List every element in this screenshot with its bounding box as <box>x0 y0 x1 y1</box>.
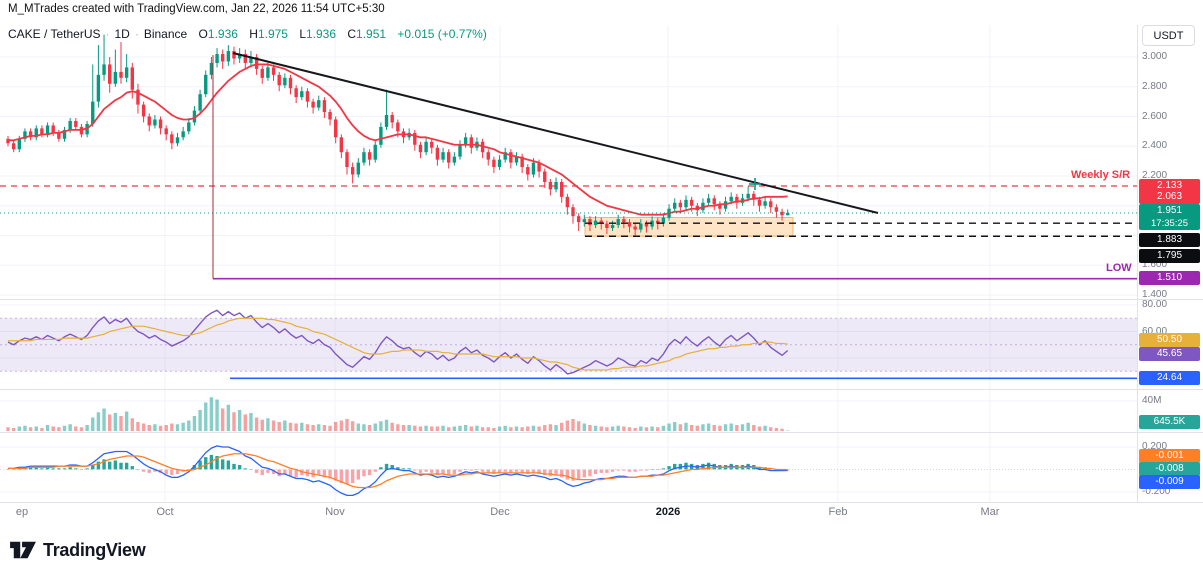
axis-badge-last-price: 1.951 17:35:25 <box>1139 204 1200 230</box>
axis-tick-40M: 40M <box>1142 395 1162 406</box>
time-label-Nov: Nov <box>325 506 345 518</box>
axis-tick--0.200: -0.200 <box>1142 486 1171 497</box>
axis-tick-60.00: 60.00 <box>1142 325 1168 337</box>
tradingview-logo-icon <box>10 541 36 559</box>
exchange-label: Binance <box>143 27 188 41</box>
axis-badge-macd-hist: -0.008 <box>1139 462 1200 476</box>
open-label: O <box>198 27 208 41</box>
axis-badge-rsi-ma: 50.50 <box>1139 333 1200 347</box>
volume-bars <box>6 397 790 431</box>
axis-badge-weekly-sr: 2.133 <box>1139 179 1200 193</box>
time-label-Feb: Feb <box>828 506 848 518</box>
legend-separator: · <box>105 27 110 41</box>
time-label-Mar: Mar <box>980 506 1000 518</box>
candlesticks[interactable] <box>6 34 790 236</box>
red-ma-line <box>8 63 788 216</box>
close-value: 1.951 <box>356 27 387 41</box>
axis-tick-80.00: 80.00 <box>1142 299 1168 310</box>
currency-toggle-button[interactable]: USDT <box>1142 25 1195 46</box>
low-label: L <box>299 27 306 41</box>
tradingview-brand-text: TradingView <box>43 539 146 560</box>
axis-badge-level-1795: 1.795 <box>1139 249 1200 263</box>
macd-histogram <box>6 454 790 485</box>
symbol-title[interactable]: CAKE / TetherUS <box>8 27 101 41</box>
legend-separator: · <box>134 27 139 41</box>
descending-trendline[interactable] <box>232 52 879 214</box>
low-value: 1.936 <box>306 27 337 41</box>
time-label-2026: 2026 <box>655 506 681 518</box>
rsi-ma-line <box>8 317 788 371</box>
close-label: C <box>347 27 357 41</box>
high-label: H <box>249 27 258 41</box>
axis-tick-2.600: 2.600 <box>1142 110 1168 122</box>
demand-zone <box>584 217 794 237</box>
axis-tick-0.200: 0.200 <box>1142 441 1168 452</box>
interval-label[interactable]: 1D <box>114 27 130 41</box>
rsi-band <box>0 317 1137 372</box>
time-label-ep: ep <box>15 506 29 518</box>
pane-separators <box>0 25 1203 503</box>
macd-signal-line <box>8 453 788 489</box>
axis-badge-rsi: 45.65 <box>1139 347 1200 361</box>
time-label-Oct: Oct <box>156 506 174 518</box>
axis-badge-macd-signal: -0.001 <box>1139 449 1200 463</box>
axis-badge-macd-line: -0.009 <box>1139 475 1200 489</box>
axis-badge-ma-value: 2.063 <box>1139 190 1200 204</box>
demand-zone-rect[interactable] <box>584 217 794 237</box>
rsi-line <box>7 309 789 375</box>
axis-badge-low: 1.510 <box>1139 271 1200 285</box>
axis-tick-1.400: 1.400 <box>1142 289 1168 300</box>
low-label[interactable]: LOW <box>1106 262 1132 274</box>
high-value: 1.975 <box>257 27 288 41</box>
axis-tick-2.400: 2.400 <box>1142 140 1168 152</box>
axis-tick-3.000: 3.000 <box>1142 51 1168 62</box>
axis-tick-1.600: 1.600 <box>1142 259 1168 271</box>
open-value: 1.936 <box>207 27 238 41</box>
change-value: +0.015 (+0.77%) <box>397 27 487 41</box>
weekly-sr-label[interactable]: Weekly S/R <box>1071 169 1131 181</box>
macd-line <box>8 445 788 497</box>
time-label-Dec: Dec <box>490 506 510 518</box>
watermark-text: M_MTrades created with TradingView.com, … <box>8 3 385 15</box>
symbol-legend[interactable]: CAKE / TetherUS · 1D · Binance O1.936 H1.975… <box>8 27 487 41</box>
axis-tick-2.800: 2.800 <box>1142 80 1168 92</box>
axis-badge-level-1883: 1.883 <box>1139 233 1200 247</box>
axis-tick-2.200: 2.200 <box>1142 170 1168 181</box>
tradingview-logo[interactable]: TradingView <box>10 538 146 562</box>
axis-badge-rsi-lower: 24.64 <box>1139 371 1200 385</box>
cross-marker <box>749 178 761 190</box>
axis-badge-volume: 645.5K <box>1139 415 1200 429</box>
